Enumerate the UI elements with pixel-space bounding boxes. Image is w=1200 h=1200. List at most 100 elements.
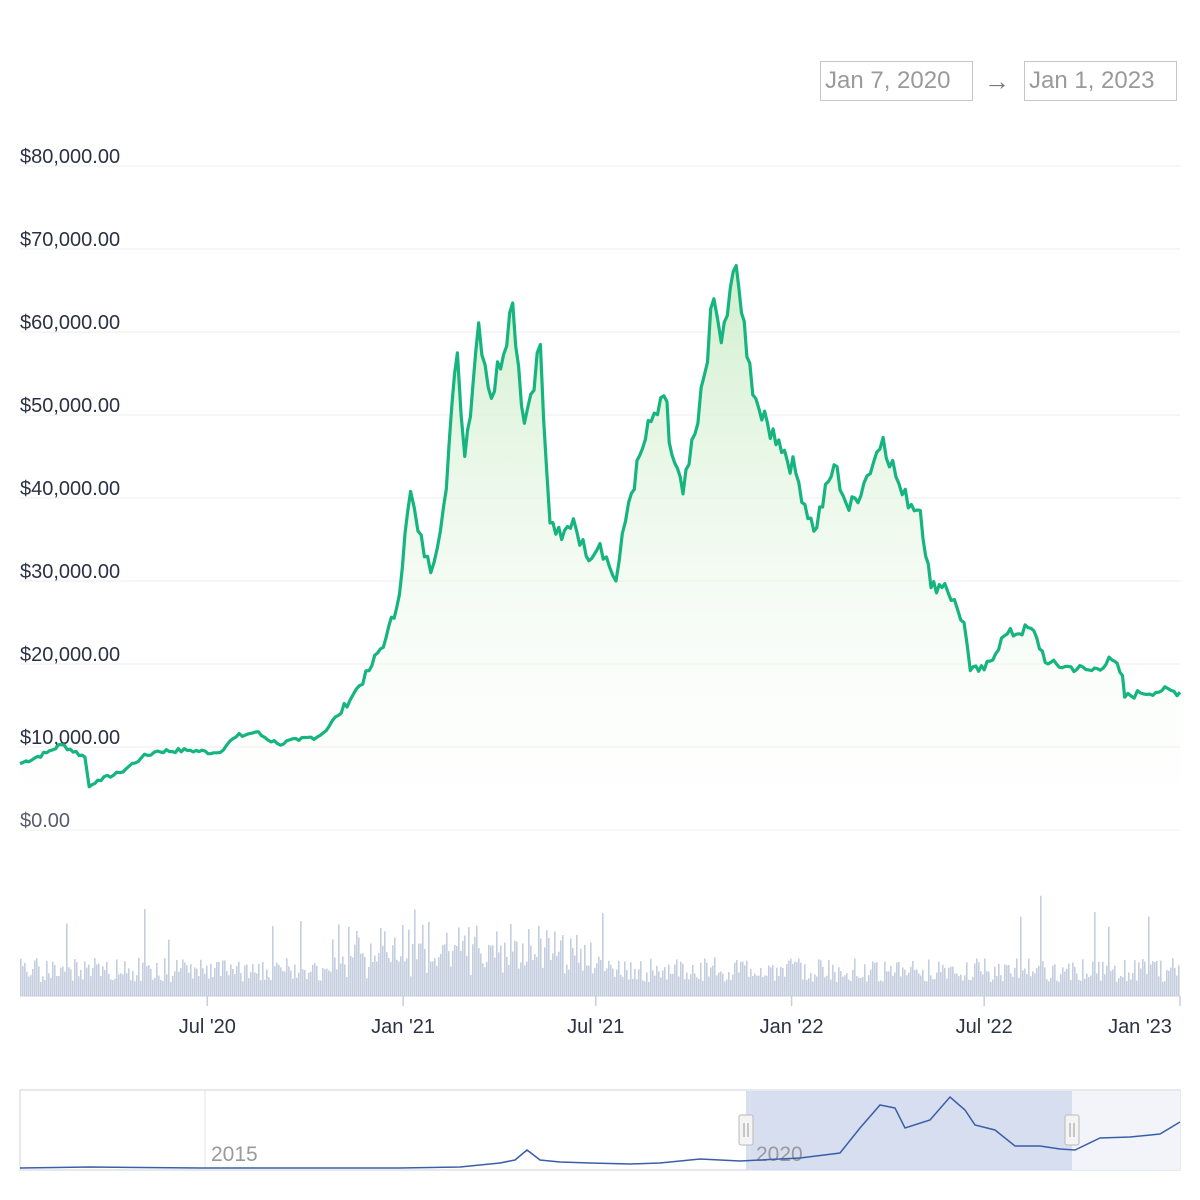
navigator-selected-range[interactable] [746,1091,1072,1170]
volume-bar [342,956,344,996]
volume-bar [86,967,88,996]
volume-bar [1178,965,1180,996]
volume-bar [838,967,840,996]
volume-bar [482,963,484,996]
volume-bar [1052,965,1054,996]
volume-bar [1058,981,1060,996]
volume-bar [512,951,514,996]
volume-bar [738,972,740,996]
volume-bar [784,976,786,996]
volume-bar [600,959,602,996]
volume-bar [928,959,930,996]
volume-bar [1128,972,1130,996]
volume-bar [30,975,32,996]
volume-bar [748,976,750,996]
volume-bar [1072,962,1074,996]
volume-bar [892,975,894,996]
volume-bar [282,970,284,996]
volume-bar [1036,968,1038,996]
volume-bar [386,952,388,996]
volume-bar [638,969,640,996]
volume-bar [1020,916,1022,996]
volume-bar [880,980,882,996]
volume-bar [138,958,140,996]
volume-bar [116,959,118,996]
date-range-to-input[interactable]: Jan 1, 2023 [1024,61,1177,101]
volume-bar [1016,958,1018,996]
volume-bar [300,921,302,996]
date-range-from-input[interactable]: Jan 7, 2020 [820,61,973,101]
volume-bar [584,944,586,996]
volume-bar [196,968,198,996]
volume-bar [20,958,22,996]
volume-bar [808,978,810,996]
volume-bar [1118,977,1120,996]
volume-bar [158,975,160,996]
volume-bar [364,956,366,996]
volume-bar [446,932,448,996]
navigator[interactable]: 2015 2020 [19,1089,1181,1171]
volume-bar [728,972,730,996]
y-tick-label: $30,000.00 [20,561,120,583]
volume-bar [368,966,370,996]
volume-bar [604,971,606,996]
volume-bar [150,969,152,996]
volume-bar [292,978,294,996]
volume-bar [28,976,30,996]
volume-bar [618,960,620,996]
volume-bar [1030,976,1032,996]
volume-bar [706,962,708,996]
volume-bar [488,944,490,996]
navigator-handle-right[interactable] [1064,1114,1080,1146]
volume-bar [254,972,256,996]
volume-bar [308,972,310,996]
volume-bar [540,938,542,996]
volume-bar [174,971,176,996]
volume-bar [960,974,962,996]
y-tick-label: $70,000.00 [20,229,120,251]
navigator-series-line [19,1095,1181,1169]
volume-bar [1108,926,1110,996]
volume-bar [688,979,690,996]
volume-bar [440,953,442,996]
volume-bar [178,971,180,996]
volume-bar [408,929,410,996]
volume-bar [644,981,646,996]
y-axis-labels: $0.00$10,000.00$20,000.00$30,000.00$40,0… [20,146,120,832]
volume-bar [868,975,870,996]
volume-bar [406,958,408,996]
navigator-handle-left[interactable] [738,1114,754,1146]
volume-bar [666,979,668,996]
volume-bar [740,961,742,996]
volume-bar [268,977,270,996]
x-tick-label: Jan '22 [760,1016,824,1038]
volume-bar [980,971,982,996]
volume-bar [844,975,846,996]
volume-bar [758,975,760,996]
volume-bar [94,958,96,996]
volume-bar [734,962,736,996]
volume-bar [568,969,570,996]
volume-bar [1152,961,1154,996]
volume-bar [1012,976,1014,996]
volume-bar [790,958,792,996]
volume-bar [730,979,732,996]
volume-bar [1066,968,1068,996]
volume-bar [218,961,220,996]
volume-bar [1042,961,1044,996]
volume-bar [256,973,258,996]
volume-bar [130,980,132,996]
volume-bar [280,967,282,996]
volume-bar [338,924,340,996]
volume-bar [550,959,552,996]
volume-bar [270,980,272,996]
volume-bar [66,923,68,996]
volume-bar [48,973,50,996]
volume-bar [264,979,266,996]
volume-bar [648,981,650,996]
volume-bar [306,978,308,996]
volume-bar [854,958,856,996]
volume-bar [162,981,164,996]
volume-bar [1008,964,1010,996]
